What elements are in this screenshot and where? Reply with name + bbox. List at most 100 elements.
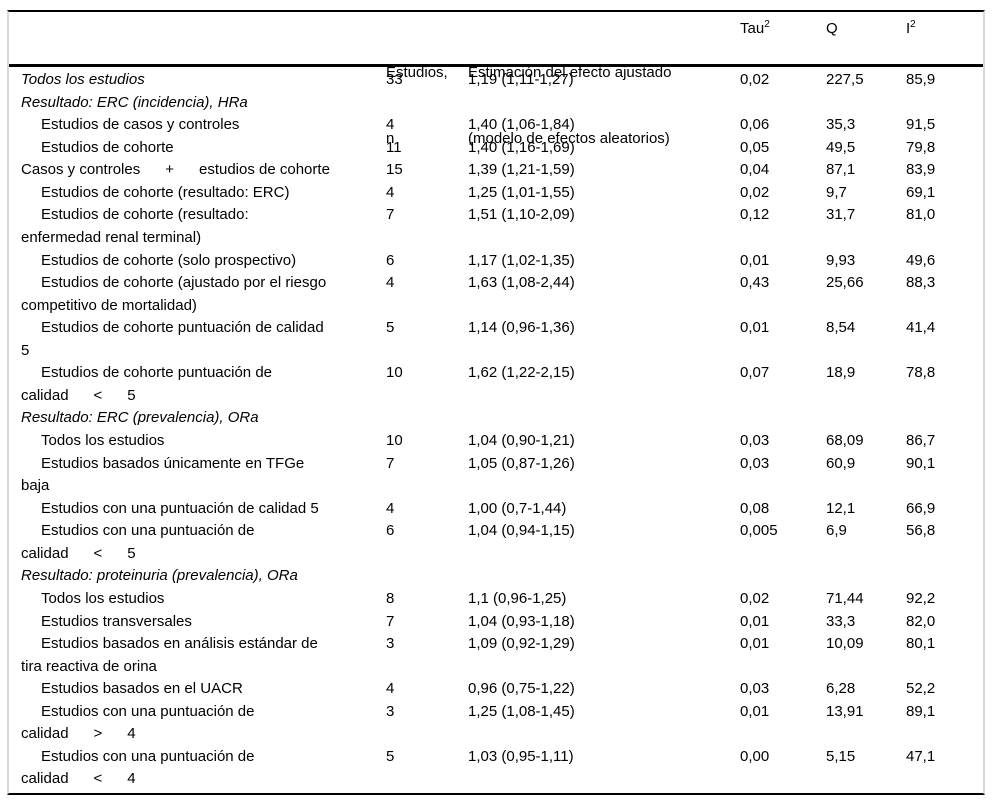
q-value: 6,28 xyxy=(826,680,856,698)
studies-n-value: 10 xyxy=(386,364,403,382)
i2-value: 91,5 xyxy=(906,116,936,134)
row-label-line: Estudios basados en análisis estándar de xyxy=(41,635,318,653)
effect-estimate-value: 1,51 (1,10-2,09) xyxy=(468,206,575,224)
tau2-value: 0,02 xyxy=(740,589,770,607)
q-value: 25,66 xyxy=(826,274,864,292)
tau2-value: 0,00 xyxy=(740,747,770,765)
effect-estimate-value: 1,63 (1,08-2,44) xyxy=(468,274,575,292)
row-label: Resultado: ERC (prevalencia), ORa xyxy=(9,407,386,430)
table-row: Resultado: ERC (prevalencia), ORa xyxy=(9,407,983,430)
row-label: Estudios de cohorte (ajustado por el rie… xyxy=(9,272,386,317)
row-label-line: Estudios con una puntuación de xyxy=(41,522,255,540)
i2-superscript: 2 xyxy=(910,19,916,30)
studies-n-value: 6 xyxy=(386,522,395,540)
row-label-line: Estudios de cohorte puntuación de calida… xyxy=(41,319,324,337)
q-value: 5,15 xyxy=(826,747,856,765)
row-label-line: Estudios de cohorte puntuación de xyxy=(41,364,272,382)
row-label-line: Resultado: ERC (incidencia), HRa xyxy=(21,93,248,111)
header-line: (modelo de efectos aleatorios) xyxy=(468,130,670,147)
i2-value: 79,8 xyxy=(906,138,936,156)
effect-estimate-value: 1,62 (1,22-2,15) xyxy=(468,364,575,382)
row-label: Estudios de casos y controles xyxy=(9,114,386,137)
tau2-value: 0,12 xyxy=(740,206,770,224)
table-row: Todos los estudios 8 1,1 (0,96-1,25) 0,0… xyxy=(9,588,983,611)
row-label-line: Casos y controles + estudios de cohorte xyxy=(21,161,330,179)
studies-n-value: 4 xyxy=(386,680,395,698)
table-row: Estudios transversales 7 1,04 (0,93-1,18… xyxy=(9,611,983,634)
q-value: 71,44 xyxy=(826,589,864,607)
effect-estimate-value: 1,04 (0,90-1,21) xyxy=(468,432,575,449)
table-row: Estudios con una puntuación de calidad < … xyxy=(9,520,983,565)
row-label: Estudios de cohorte (resultado: enfermeda… xyxy=(9,204,386,249)
row-label: Estudios de cohorte (solo prospectivo) xyxy=(9,250,386,273)
q-value: 9,93 xyxy=(826,251,856,269)
table-row: Todos los estudios 33 1,19 (1,11-1,27) 0… xyxy=(9,69,983,92)
studies-n-value: 15 xyxy=(386,161,403,179)
effect-estimate-value: 1,25 (1,01-1,55) xyxy=(468,183,575,201)
row-label-line: 5 xyxy=(21,341,30,359)
effect-estimate-value: 1,04 (0,94-1,15) xyxy=(468,522,575,540)
effect-estimate-value: 1,40 (1,06-1,84) xyxy=(468,116,575,134)
header-line: n xyxy=(386,130,395,147)
q-value: 8,54 xyxy=(826,319,856,337)
table-header-row: Estudios, n Estimación del efecto ajusta… xyxy=(9,12,983,147)
col-header-effect-estimate: Estimación del efecto ajustado (modelo d… xyxy=(468,18,740,194)
effect-estimate-value: 1,39 (1,21-1,59) xyxy=(468,161,575,179)
row-label-line: Estudios de cohorte (resultado: xyxy=(41,206,249,224)
i2-value: 52,2 xyxy=(906,680,936,698)
tau2-value: 0,02 xyxy=(740,183,770,201)
i2-value: 88,3 xyxy=(906,274,936,292)
q-value: 49,5 xyxy=(826,138,856,156)
effect-estimate-value: 0,96 (0,75-1,22) xyxy=(468,680,575,698)
row-label-line: Estudios con una puntuación de xyxy=(41,702,255,720)
effect-estimate-value: 1,14 (0,96-1,36) xyxy=(468,319,575,337)
q-value: 227,5 xyxy=(826,71,864,88)
row-label: Estudios de cohorte puntuación de calida… xyxy=(9,317,386,362)
tau2-value: 0,08 xyxy=(740,499,770,517)
studies-n-value: 33 xyxy=(386,71,403,88)
row-label-line: Estudios basados únicamente en TFGe xyxy=(41,454,305,472)
tau2-value: 0,05 xyxy=(740,138,770,156)
studies-n-value: 5 xyxy=(386,747,395,765)
studies-n-value: 10 xyxy=(386,432,403,449)
studies-n-value: 7 xyxy=(386,454,395,472)
tau2-value: 0,43 xyxy=(740,274,770,292)
row-label-line: calidad > 4 xyxy=(21,725,136,743)
row-label: Todos los estudios xyxy=(9,430,386,453)
row-label: Estudios con una puntuación de calidad 5 xyxy=(9,498,386,521)
studies-n-value: 7 xyxy=(386,612,395,630)
row-label-line: Todos los estudios xyxy=(41,589,165,607)
row-label-line: Estudios de cohorte (ajustado por el rie… xyxy=(41,274,327,292)
table-row: Estudios de cohorte puntuación de calida… xyxy=(9,317,983,362)
i2-value: 69,1 xyxy=(906,183,936,201)
q-value: 31,7 xyxy=(826,206,856,224)
q-value: 10,09 xyxy=(826,635,864,653)
row-label-line: Resultado: proteinuria (prevalencia), OR… xyxy=(21,567,298,585)
row-label-line: Estudios con una puntuación de calidad 5 xyxy=(41,499,319,517)
row-label-line: Resultado: ERC (prevalencia), ORa xyxy=(21,409,259,427)
tau2-value: 0,005 xyxy=(740,522,778,540)
i2-value: 66,9 xyxy=(906,499,936,517)
i2-value: 92,2 xyxy=(906,589,936,607)
i2-value: 81,0 xyxy=(906,206,936,224)
meta-analysis-summary-table: Estudios, n Estimación del efecto ajusta… xyxy=(7,10,985,795)
q-value: 87,1 xyxy=(826,161,856,179)
table-row: Estudios con una puntuación de calidad < … xyxy=(9,746,983,791)
row-label: Estudios de cohorte xyxy=(9,137,386,160)
q-value: 9,7 xyxy=(826,183,847,201)
table-row: Estudios de cohorte (solo prospectivo) 6… xyxy=(9,250,983,273)
col-header-tau2: Tau2 xyxy=(740,18,826,40)
tau2-value: 0,04 xyxy=(740,161,770,179)
i2-value: 41,4 xyxy=(906,319,936,337)
header-line: Estudios, xyxy=(386,64,448,81)
q-value: 35,3 xyxy=(826,116,856,134)
row-label-line: calidad < 5 xyxy=(21,386,136,404)
tau2-value: 0,01 xyxy=(740,251,770,269)
row-label: Todos los estudios xyxy=(9,69,386,92)
row-label-line: competitivo de mortalidad) xyxy=(21,296,197,314)
i2-value: 85,9 xyxy=(906,71,936,88)
table-row: Estudios de cohorte (resultado: enfermeda… xyxy=(9,204,983,249)
table-row: Estudios con una puntuación de calidad 5… xyxy=(9,498,983,521)
studies-n-value: 3 xyxy=(386,702,395,720)
q-value: 13,91 xyxy=(826,702,864,720)
